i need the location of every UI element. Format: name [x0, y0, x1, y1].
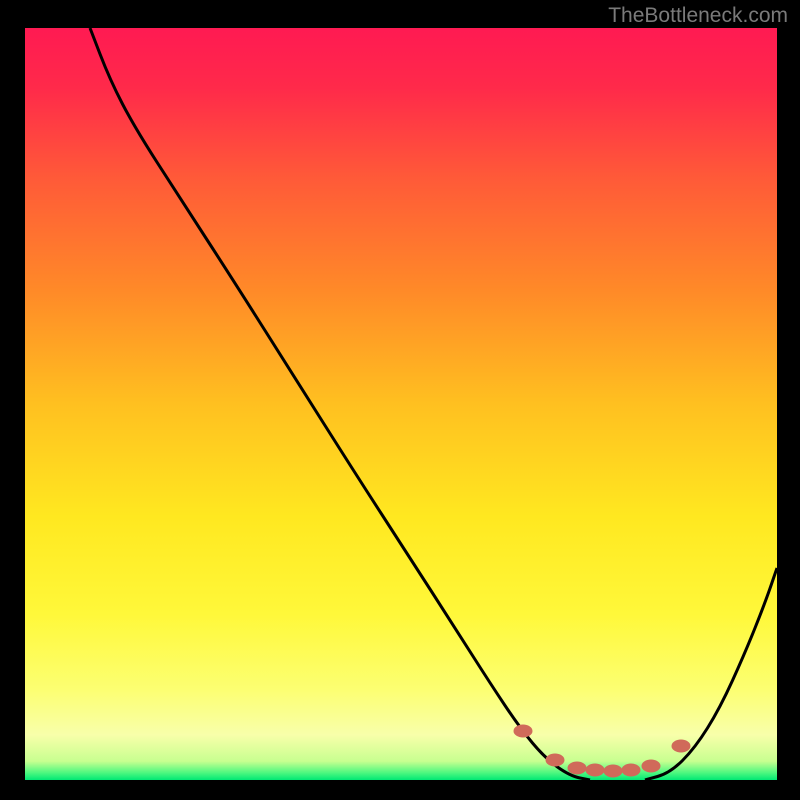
marker-point — [586, 764, 604, 776]
watermark-text: TheBottleneck.com — [608, 4, 788, 28]
marker-point — [642, 760, 660, 772]
bottleneck-curve-right — [645, 568, 777, 780]
marker-point — [514, 725, 532, 737]
marker-point — [546, 754, 564, 766]
marker-point — [672, 740, 690, 752]
marker-point — [604, 765, 622, 777]
chart-svg — [25, 28, 777, 780]
chart-container: TheBottleneck.com — [0, 0, 800, 800]
bottleneck-curve-left — [90, 28, 590, 780]
plot-area — [25, 28, 777, 780]
marker-point — [622, 764, 640, 776]
marker-point — [568, 762, 586, 774]
